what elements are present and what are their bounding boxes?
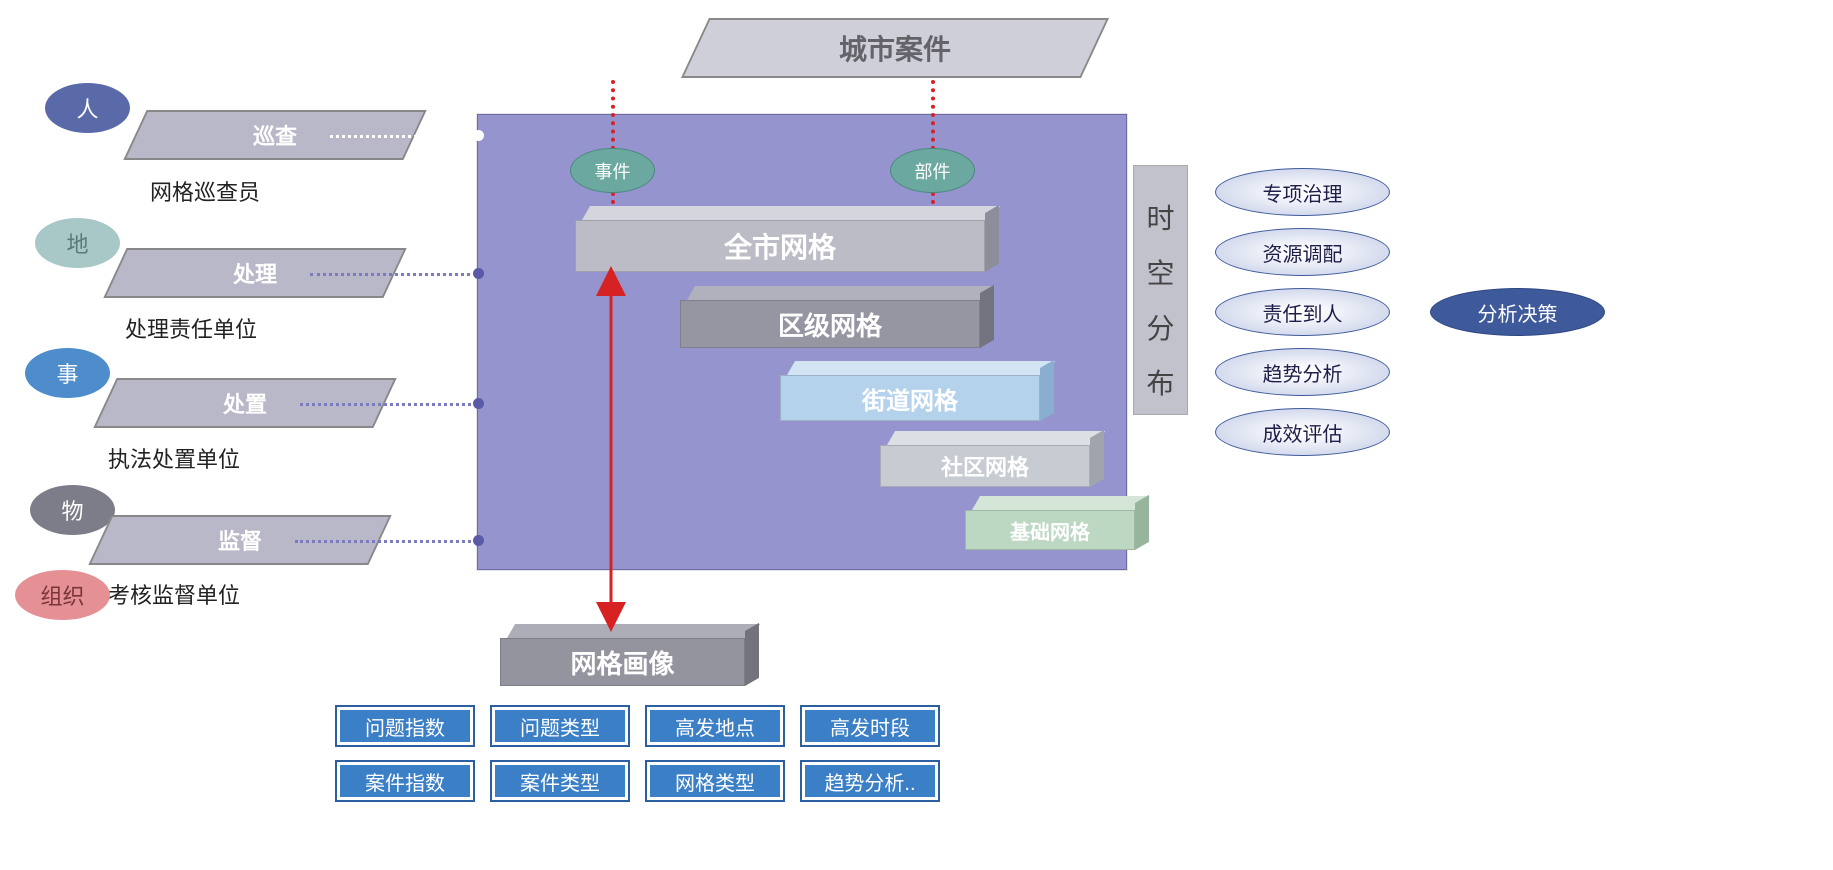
top-city-case-label: 城市案件 <box>839 28 951 68</box>
red-dot-line-event <box>611 80 615 150</box>
node-white-1 <box>466 75 477 86</box>
cat-matter: 事 <box>25 348 110 398</box>
red-double-arrow <box>596 273 626 625</box>
step-handle-sub: 处理责任单位 <box>125 312 257 344</box>
out-responsible: 责任到人 <box>1215 288 1390 336</box>
node-patrol-end <box>473 130 484 141</box>
grid-level-3: 社区网格 <box>880 445 1090 487</box>
grid-level-1: 区级网格 <box>680 300 980 348</box>
top-city-case: 城市案件 <box>681 18 1109 78</box>
dotline-handle <box>310 273 477 276</box>
grid-level-label-3: 社区网格 <box>880 445 1090 487</box>
dotline-top-left <box>470 80 675 83</box>
out-special: 专项治理 <box>1215 168 1390 216</box>
profile-bar-label: 网格画像 <box>570 644 674 681</box>
tag-trend-2: 趋势分析.. <box>800 760 940 802</box>
grid-level-2: 街道网格 <box>780 375 1040 421</box>
decision-ellipse: 分析决策 <box>1430 288 1605 336</box>
profile-bar: 网格画像 <box>500 638 745 686</box>
part-ellipse: 部件 <box>890 148 975 193</box>
tag-high-location: 高发地点 <box>645 705 785 747</box>
dotline-supervise <box>295 540 477 543</box>
cat-org: 组织 <box>15 570 110 620</box>
out-resource: 资源调配 <box>1215 228 1390 276</box>
dotline-patrol <box>330 135 477 138</box>
grid-level-0: 全市网格 <box>575 220 985 272</box>
tag-problem-index: 问题指数 <box>335 705 475 747</box>
node-dispose-end <box>473 398 484 409</box>
out-effect: 成效评估 <box>1215 408 1390 456</box>
grid-level-label-0: 全市网格 <box>575 220 985 272</box>
step-dispose-sub: 执法处置单位 <box>108 442 240 474</box>
tag-case-type: 案件类型 <box>490 760 630 802</box>
cat-person: 人 <box>45 83 130 133</box>
step-supervise-sub: 考核监督单位 <box>108 578 240 610</box>
node-supervise-end <box>473 535 484 546</box>
grid-level-4: 基础网格 <box>965 510 1135 550</box>
grid-level-label-1: 区级网格 <box>680 300 980 348</box>
grid-level-label-2: 街道网格 <box>780 375 1040 421</box>
dotline-dispose <box>300 403 477 406</box>
tag-case-index: 案件指数 <box>335 760 475 802</box>
diagram-canvas: 城市案件 事件 部件 全市网格区级网格街道网格社区网格基础网格 网格画像 <box>0 0 1833 870</box>
step-patrol-sub: 网格巡查员 <box>150 175 260 207</box>
cat-object: 物 <box>30 485 115 535</box>
event-ellipse: 事件 <box>570 148 655 193</box>
cat-place: 地 <box>35 218 120 268</box>
tag-high-time: 高发时段 <box>800 705 940 747</box>
red-dot-line-part <box>931 80 935 150</box>
tag-grid-type: 网格类型 <box>645 760 785 802</box>
vlabel-spacetime: 时 空 分 布 <box>1133 165 1188 415</box>
out-trend: 趋势分析 <box>1215 348 1390 396</box>
node-handle-end <box>473 268 484 279</box>
tag-problem-type: 问题类型 <box>490 705 630 747</box>
grid-level-label-4: 基础网格 <box>965 510 1135 550</box>
